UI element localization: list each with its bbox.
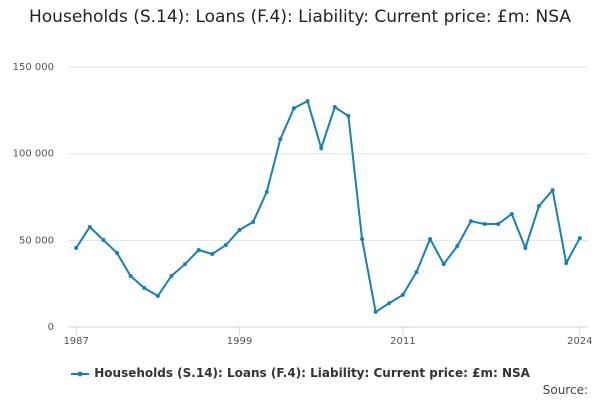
data-point [251, 219, 256, 224]
data-point [305, 99, 310, 104]
y-tick-label: 100 000 [13, 149, 54, 160]
data-point [387, 301, 392, 306]
x-tick-label: 1987 [63, 336, 88, 347]
data-point [577, 236, 582, 241]
data-point [278, 137, 283, 142]
data-point [523, 245, 528, 250]
y-tick-label: 0 [48, 322, 54, 333]
data-point [115, 250, 120, 255]
data-line [75, 99, 581, 314]
data-point [482, 222, 487, 227]
data-point [264, 189, 269, 194]
x-tick-label: 2024 [567, 336, 592, 347]
data-point [237, 227, 242, 232]
legend-label: Households (S.14): Loans (F.4): Liabilit… [94, 366, 530, 380]
data-point [332, 105, 337, 110]
x-tick-label: 1999 [227, 336, 252, 347]
data-point [428, 236, 433, 241]
chart-title: Households (S.14): Loans (F.4): Liabilit… [29, 7, 571, 27]
data-point [142, 286, 147, 290]
x-tick-label: 2011 [390, 336, 415, 347]
data-point [550, 188, 555, 193]
data-point [87, 224, 92, 229]
y-tick-label: 150 000 [13, 62, 54, 73]
data-point [536, 204, 541, 209]
data-point [414, 270, 419, 275]
data-point [183, 262, 188, 267]
data-point [128, 274, 133, 279]
y-tick-label: 50 000 [19, 235, 54, 246]
data-point [319, 146, 324, 151]
data-point [455, 244, 460, 249]
data-point [169, 273, 174, 278]
data-point [400, 292, 405, 297]
data-point [210, 252, 215, 257]
source: Source: [542, 383, 588, 397]
data-point [441, 262, 446, 267]
data-point [291, 106, 296, 111]
data-point [223, 243, 228, 248]
data-point [196, 248, 201, 253]
data-point [468, 219, 473, 224]
legend-swatch [71, 371, 90, 376]
data-point [360, 236, 365, 241]
data-point [564, 261, 569, 266]
data-point [496, 222, 501, 227]
legend: Households (S.14): Loans (F.4): Liabilit… [0, 366, 600, 380]
data-point [373, 309, 378, 314]
data-point [346, 114, 351, 119]
data-point [155, 293, 160, 298]
data-point [74, 245, 79, 250]
data-point [101, 237, 106, 242]
data-point [509, 211, 514, 216]
